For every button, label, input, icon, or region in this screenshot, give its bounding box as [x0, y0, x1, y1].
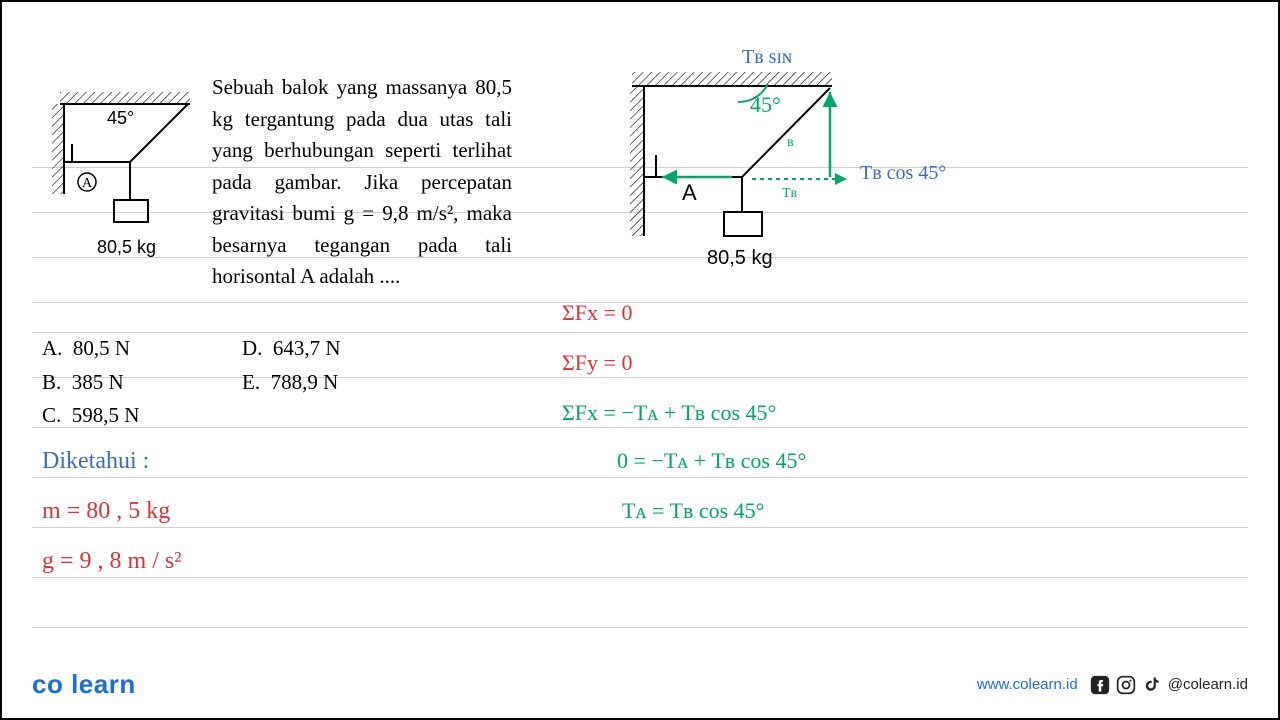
rule-line — [32, 627, 1248, 628]
tb-cos-label: Tʙ cos 45° — [860, 162, 946, 185]
problem-text: Sebuah balok yang massanya 80,5 kg terga… — [212, 72, 512, 293]
tiktok-icon — [1142, 675, 1162, 695]
choices-right: D. 643,7 N E. 788,9 N — [242, 332, 341, 399]
choice-d: D. 643,7 N — [242, 332, 341, 366]
choice-c-value: 598,5 N — [72, 403, 140, 427]
rule-line — [32, 332, 1248, 333]
solution-figure-svg: A 80,5 kg 45° Tʙ ʙ — [612, 52, 1032, 282]
rule-line — [32, 302, 1248, 303]
choice-d-value: 643,7 N — [273, 336, 341, 360]
rule-line — [32, 527, 1248, 528]
rule-line — [32, 427, 1248, 428]
footer-right: www.colearn.id @colearn.id — [977, 675, 1248, 695]
m-line: m = 80 , 5 kg — [42, 498, 170, 525]
social-icons: @colearn.id — [1090, 675, 1248, 695]
eq-zero: 0 = −Tᴀ + Tʙ cos 45° — [617, 448, 806, 474]
brand-logo: co learn — [32, 669, 136, 700]
svg-text:ʙ: ʙ — [787, 135, 794, 150]
svg-text:80,5 kg: 80,5 kg — [707, 247, 773, 269]
problem-figure: A 45° 80,5 kg — [52, 92, 202, 272]
facebook-icon — [1090, 675, 1110, 695]
footer-url: www.colearn.id — [977, 676, 1078, 693]
rule-line — [32, 377, 1248, 378]
choice-e-value: 788,9 N — [271, 370, 339, 394]
mass-label: 80,5 kg — [97, 237, 156, 258]
choice-c: C. 598,5 N — [42, 399, 139, 433]
eq-sfy: ΣFy = 0 — [562, 350, 632, 376]
eq-ta: Tᴀ = Tʙ cos 45° — [622, 498, 764, 524]
eq-sfx: ΣFx = 0 — [562, 300, 632, 326]
tb-sin-label: Tʙ sɪɴ — [742, 46, 792, 69]
choice-b: B. 385 N — [42, 366, 139, 400]
choice-b-value: 385 N — [72, 370, 124, 394]
diketahui: Diketahui : — [42, 448, 149, 475]
footer: co learn www.colearn.id @colearn.id — [32, 669, 1248, 700]
svg-text:45°: 45° — [750, 92, 781, 117]
rule-line — [32, 477, 1248, 478]
footer-handle: @colearn.id — [1168, 676, 1248, 693]
choice-a: A. 80,5 N — [42, 332, 139, 366]
svg-text:Tʙ: Tʙ — [782, 186, 798, 201]
content-area: A 45° 80,5 kg Sebuah balok yang massanya… — [32, 32, 1248, 648]
rule-line — [32, 577, 1248, 578]
svg-text:A: A — [82, 176, 93, 191]
svg-text:A: A — [682, 180, 697, 205]
g-line: g = 9 , 8 m / s² — [42, 548, 181, 575]
eq-sfx-expand: ΣFx = −Tᴀ + Tʙ cos 45° — [562, 400, 776, 426]
angle-label: 45° — [107, 108, 134, 129]
choices-left: A. 80,5 N B. 385 N C. 598,5 N — [42, 332, 139, 433]
solution-figure: A 80,5 kg 45° Tʙ ʙ Tʙ sɪɴ Tʙ cos 45° — [612, 52, 1032, 282]
instagram-icon — [1116, 675, 1136, 695]
choice-e: E. 788,9 N — [242, 366, 341, 400]
choice-a-value: 80,5 N — [73, 336, 130, 360]
